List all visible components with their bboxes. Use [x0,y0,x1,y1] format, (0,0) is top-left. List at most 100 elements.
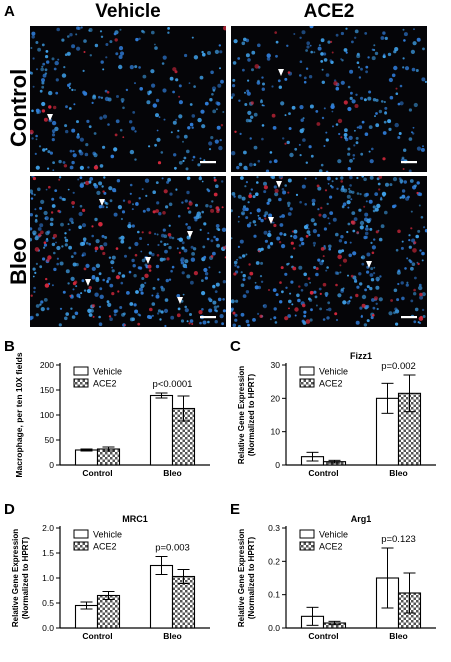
nucleus-dot [379,275,382,278]
nucleus-dot [52,131,55,134]
nucleus-dot [422,145,424,148]
nucleus-dot [359,225,364,230]
nucleus-dot [286,44,289,47]
nucleus-dot [207,232,210,235]
arrowhead-icon [366,261,372,268]
nucleus-dot [34,236,39,241]
nucleus-dot [352,154,356,157]
nucleus-dot [181,201,184,204]
nucleus-dot [272,126,277,130]
y-tick-label: 50 [45,435,55,445]
arrowhead-icon [145,257,151,264]
nucleus-dot [421,77,426,82]
nucleus-dot [313,290,317,294]
macrophage-dot [32,176,36,181]
macrophage-dot [222,246,226,250]
nucleus-dot [318,169,323,172]
nucleus-dot [314,177,317,180]
macrophage-dot [382,157,386,161]
macrophage-dot [232,311,236,315]
macrophage-dot [274,31,277,34]
nucleus-dot [142,74,147,79]
nucleus-dot [103,242,108,247]
nucleus-dot [192,155,196,159]
nucleus-dot [160,310,164,314]
nucleus-dot [176,135,180,139]
nucleus-dot [412,126,415,129]
nucleus-dot [166,180,170,184]
macrophage-dot [279,281,282,284]
macrophage-dot [390,299,393,302]
bar-ace2-bleo [171,575,196,629]
nucleus-dot [380,196,383,199]
macrophage-dot [248,194,253,199]
nucleus-dot [183,156,187,160]
macrophage-dot [50,211,54,214]
nucleus-dot [394,47,399,52]
nucleus-dot [320,38,325,43]
nucleus-dot [404,66,410,71]
nucleus-dot [101,234,105,238]
nucleus-dot [178,160,183,165]
nucleus-dot [145,194,148,197]
nucleus-dot [422,315,426,318]
nucleus-dot [285,286,288,289]
nucleus-dot [195,215,200,220]
nucleus-dot [296,293,300,298]
nucleus-dot [288,127,292,130]
nucleus-dot [253,234,257,238]
row-title-control: Control [6,68,31,147]
macrophage-dot [418,316,424,321]
nucleus-dot [156,201,160,205]
macrophage-dot [43,117,48,122]
nucleus-dot [65,129,69,134]
nucleus-dot [376,279,379,282]
macrophage-dot [318,213,322,217]
nucleus-dot [71,128,76,133]
nucleus-dot [332,217,337,222]
nucleus-dot [255,192,259,196]
nucleus-dot [42,148,46,152]
macrophage-dot [322,282,327,287]
nucleus-dot [78,225,82,229]
nucleus-dot [370,267,374,271]
nucleus-dot [256,176,259,179]
nucleus-dot [272,221,275,224]
macrophage-dot [191,323,194,325]
nucleus-dot [415,234,419,239]
nucleus-dot [184,199,188,203]
nucleus-dot [185,167,189,171]
nucleus-dot [358,272,362,276]
row-title-bleo: Bleo [6,237,31,285]
nucleus-dot [264,211,269,216]
nucleus-dot [124,254,127,258]
nucleus-dot [305,49,308,52]
nucleus-dot [212,251,216,256]
nucleus-dot [235,299,239,303]
nucleus-dot [85,241,89,245]
nucleus-dot [347,152,351,156]
nucleus-dot [41,65,44,68]
nucleus-dot [111,266,113,269]
nucleus-dot [402,66,405,69]
nucleus-dot [247,201,250,204]
nucleus-dot [137,313,140,316]
nucleus-dot [168,278,172,281]
nucleus-dot [269,318,272,321]
macrophage-dot [320,206,323,210]
nucleus-dot [185,266,188,269]
nucleus-dot [275,54,278,58]
nucleus-dot [416,37,421,42]
nucleus-dot [414,307,419,312]
macrophage-dot [57,209,60,213]
nucleus-dot [172,90,176,94]
nucleus-dot [237,57,241,60]
nucleus-dot [340,58,343,61]
nucleus-dot [387,52,392,57]
chart-title: Arg1 [351,514,372,524]
nucleus-dot [72,191,75,194]
nucleus-dot [355,136,359,140]
nucleus-dot [191,36,194,39]
nucleus-dot [384,106,388,110]
nucleus-dot [299,237,304,242]
